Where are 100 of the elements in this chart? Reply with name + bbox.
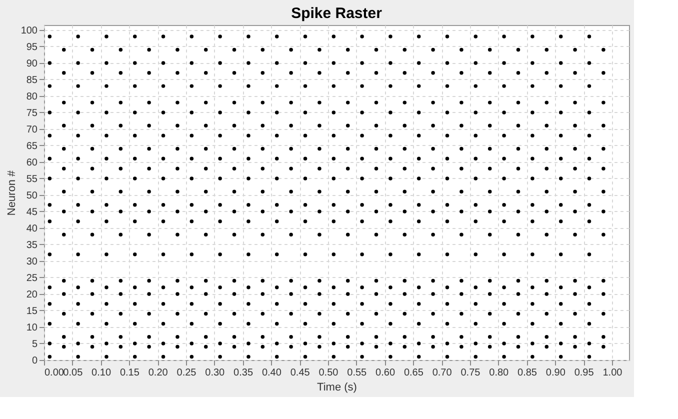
point [147,312,151,316]
point [388,252,392,256]
point [602,335,606,339]
point [161,84,166,88]
point [558,84,563,88]
point [246,220,250,224]
point [488,232,492,236]
point [516,344,520,349]
point [289,48,293,52]
point [48,354,52,359]
point [388,110,392,114]
point [402,190,407,194]
point [190,354,194,359]
x-tick-label: 0.95 [574,368,594,378]
point [190,286,194,290]
point [502,302,506,306]
point [303,286,308,290]
point [260,210,265,214]
point [360,203,364,207]
point [573,166,577,170]
point [246,252,250,256]
point [388,203,392,207]
point [90,278,94,283]
point [118,278,123,283]
point [133,220,137,224]
point [474,34,478,38]
point [260,232,265,236]
point [176,146,180,151]
point [360,252,364,256]
point [460,232,464,236]
point [318,292,322,296]
point [133,34,137,38]
point [48,156,52,161]
point [190,342,194,346]
point [445,302,450,306]
point [104,34,108,38]
point [176,344,180,349]
point [90,335,94,339]
point [204,124,208,128]
point [289,124,293,128]
point [558,61,563,65]
point [416,156,421,161]
point [232,232,236,236]
point [460,70,464,75]
point [274,176,279,180]
point [161,110,166,114]
point [176,335,180,339]
point [602,146,606,151]
point [62,146,66,151]
point [445,354,450,359]
point [416,61,421,65]
point [516,335,520,339]
point [232,146,236,151]
point [246,354,250,359]
point [431,190,435,194]
point [246,84,250,88]
point [544,232,549,236]
point [104,220,108,224]
point [289,146,293,151]
point [431,278,435,283]
point [260,124,265,128]
point [573,48,577,52]
point [374,100,378,104]
point [90,190,94,194]
point [460,166,464,170]
point [118,210,123,214]
y-tick-label: 30 [26,256,38,268]
y-tick-label: 95 [26,42,38,53]
point [260,335,265,339]
point [318,344,322,349]
point [62,100,66,104]
point [176,312,180,316]
point [62,232,66,236]
point [104,322,108,326]
point [289,278,293,283]
y-tick-label: 75 [26,108,38,119]
point [176,210,180,214]
point [460,48,464,52]
point [303,203,308,207]
point [76,203,80,207]
point [246,110,250,114]
point [516,48,520,52]
point [303,84,308,88]
point [48,220,52,224]
point [147,48,151,52]
point [558,322,563,326]
point [62,190,66,194]
point [416,322,421,326]
point [346,335,350,339]
point [346,190,350,194]
point [416,110,421,114]
point [445,203,450,207]
point [402,124,407,128]
point [558,302,563,306]
point [176,292,180,296]
point [246,203,250,207]
point [204,312,208,316]
point [530,134,534,138]
point [133,84,137,88]
point [460,146,464,151]
